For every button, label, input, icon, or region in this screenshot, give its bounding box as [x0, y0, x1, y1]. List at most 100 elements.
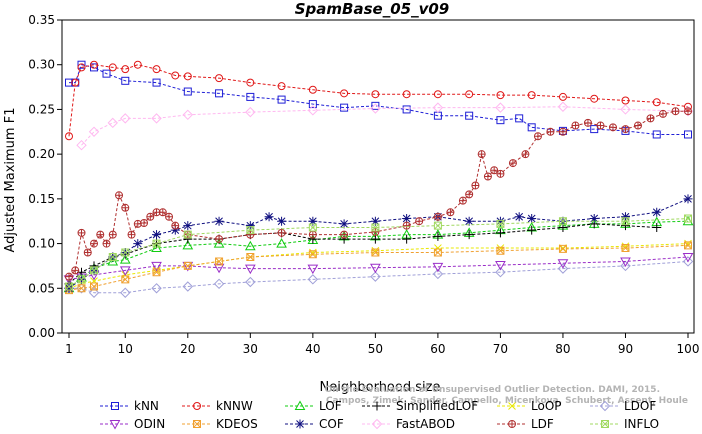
data-point	[590, 125, 599, 134]
legend-marker	[372, 401, 382, 411]
data-point	[558, 244, 567, 253]
data-point	[182, 109, 194, 121]
legend-label: LOF	[319, 399, 342, 413]
x-tick-label: 50	[368, 342, 383, 356]
legend-marker	[294, 400, 306, 410]
data-point	[465, 111, 474, 120]
data-point	[71, 266, 80, 275]
data-point	[402, 234, 412, 244]
data-point	[433, 90, 442, 99]
x-tick-label: 90	[618, 342, 633, 356]
data-point	[308, 223, 317, 232]
data-point	[96, 230, 105, 239]
data-point	[370, 271, 381, 282]
data-point	[65, 282, 73, 291]
legend-item-ldf: LDF	[497, 417, 554, 431]
data-point	[133, 239, 143, 249]
data-point	[471, 181, 480, 190]
data-point	[102, 239, 111, 248]
data-point	[246, 92, 255, 101]
data-point	[115, 191, 124, 200]
legend-label: kNNW	[216, 399, 253, 413]
legend-marker	[111, 402, 119, 410]
watermark-line-2: Campos, Zimek, Sander, Campello, Micenko…	[326, 396, 688, 406]
legend-label: LoOP	[531, 399, 562, 413]
data-point	[102, 69, 111, 78]
data-point	[370, 216, 380, 226]
data-point	[151, 283, 162, 294]
legend-item-fastabod: FastABOD	[362, 417, 455, 431]
data-point	[590, 94, 599, 103]
data-point	[652, 207, 662, 217]
data-point	[108, 63, 117, 72]
data-point	[620, 260, 631, 272]
y-tick-label: 0.35	[28, 13, 55, 27]
data-point	[620, 257, 631, 267]
data-point	[90, 266, 99, 275]
data-point	[496, 116, 505, 125]
data-point	[152, 230, 162, 240]
data-point	[77, 60, 86, 69]
data-point	[133, 60, 142, 69]
data-point	[119, 266, 131, 276]
data-point	[684, 214, 692, 223]
data-point	[77, 228, 86, 237]
data-point	[683, 194, 693, 204]
data-point	[684, 239, 692, 248]
data-point	[596, 121, 605, 130]
legend-marker	[109, 420, 121, 430]
legend-item-lof: LOF	[285, 399, 342, 413]
data-point	[308, 250, 317, 259]
data-point	[658, 109, 667, 118]
data-point	[558, 217, 567, 226]
data-point	[495, 266, 506, 278]
data-point	[183, 261, 192, 270]
data-point	[620, 104, 631, 115]
data-point	[183, 87, 192, 96]
y-axis-label: Adjusted Maximum F1	[3, 108, 18, 253]
data-point	[527, 123, 536, 132]
data-point	[496, 219, 505, 228]
legend-marker	[508, 420, 517, 428]
data-point	[151, 113, 162, 124]
data-point	[571, 121, 580, 130]
data-point	[371, 101, 380, 110]
chart-title: SpamBase_05_v09	[295, 0, 449, 18]
x-tick-label: 40	[305, 342, 320, 356]
data-point	[483, 172, 492, 181]
data-point	[183, 230, 192, 239]
data-point	[558, 127, 567, 136]
legend-label: LDOF	[624, 399, 656, 413]
data-point	[152, 239, 161, 248]
legend-label: KDEOS	[216, 417, 258, 431]
data-point	[215, 235, 224, 244]
data-point	[182, 239, 194, 250]
data-point	[307, 274, 319, 285]
legend-item-kdeos: KDEOS	[182, 417, 258, 431]
data-point	[120, 113, 131, 124]
legend-label: LDF	[531, 417, 554, 431]
series-line	[81, 106, 689, 146]
data-point	[682, 256, 694, 267]
y-tick-label: 0.25	[28, 102, 55, 116]
data-point	[433, 212, 442, 221]
data-point	[246, 226, 255, 235]
legend-item-odin: ODIN	[100, 417, 165, 431]
data-point	[621, 244, 630, 253]
series-line	[68, 256, 689, 280]
data-point	[402, 90, 411, 99]
data-point	[121, 275, 130, 284]
data-point	[402, 105, 411, 114]
data-point	[589, 214, 599, 224]
data-point	[121, 203, 130, 212]
plot-area	[61, 19, 695, 334]
data-point	[245, 221, 255, 231]
data-point	[307, 264, 319, 275]
data-point	[308, 85, 317, 94]
data-point	[371, 223, 380, 232]
legend-label: ODIN	[134, 417, 165, 431]
data-point	[77, 284, 86, 293]
data-point	[90, 60, 99, 69]
data-point	[65, 132, 73, 141]
